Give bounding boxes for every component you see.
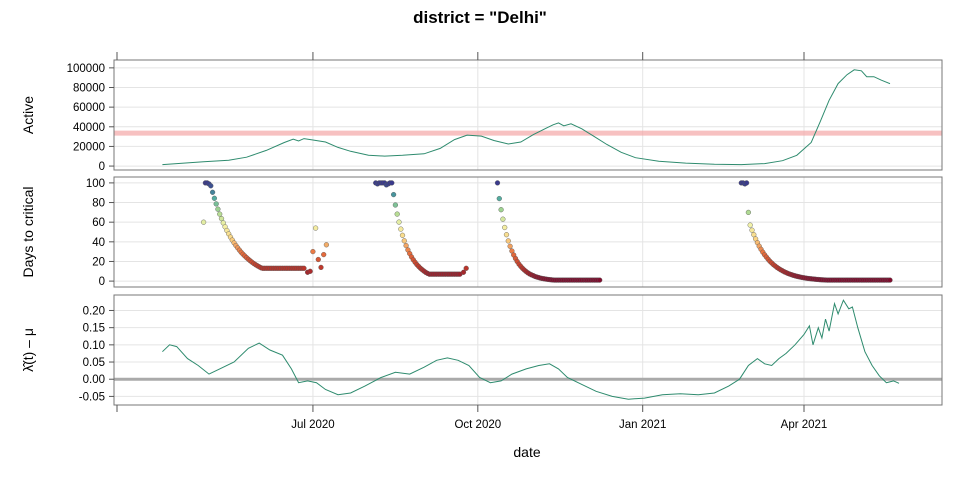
- y-axis-label-active: Active: [20, 96, 36, 134]
- data-point: [310, 249, 316, 255]
- y-tick-label: 0.20: [83, 305, 105, 317]
- panel-lambda: -0.05 0.00 0.05 0.10 0.15 0.20 Jul 2020 Oct 20…: [20, 294, 943, 431]
- data-point: [215, 206, 221, 212]
- grid: [114, 295, 942, 405]
- panel-frame: [113, 176, 943, 288]
- y-tick-label: 80000: [73, 83, 105, 95]
- grid: [114, 60, 942, 170]
- x-tick-label: Oct 2020: [454, 419, 501, 431]
- y-tick-label: 60: [92, 217, 105, 229]
- data-point: [494, 180, 501, 186]
- y-tick-label: 80: [92, 198, 105, 210]
- y-axis-label-lambda: λ̂(t) – μ: [20, 328, 36, 372]
- data-point: [747, 222, 753, 228]
- y-tick-label: 0.05: [83, 357, 105, 369]
- y-tick-label: -0.05: [79, 391, 105, 403]
- data-point: [210, 189, 216, 195]
- data-point: [323, 242, 330, 248]
- x-tick-label: Jul 2020: [291, 419, 334, 431]
- data-point: [500, 216, 506, 222]
- data-point: [503, 232, 510, 238]
- active-line: [162, 69, 891, 166]
- grid: [114, 177, 942, 287]
- x-axis-label: date: [513, 444, 540, 460]
- data-point: [217, 211, 223, 217]
- chart-title: district = "Delhi": [413, 8, 547, 27]
- y-tick-label: 60000: [73, 102, 105, 114]
- y-axis-label-days: Days to critical: [20, 186, 36, 277]
- y-axis: 0 20000 40000 60000 80000 100000: [67, 63, 114, 173]
- y-tick-label: 40000: [73, 122, 105, 134]
- y-tick-label: 100: [86, 178, 105, 190]
- x-tick-label: Apr 2021: [781, 419, 828, 431]
- data-point: [403, 243, 409, 249]
- data-point: [307, 268, 313, 274]
- lambda-line: [162, 299, 900, 400]
- data-point: [391, 192, 397, 198]
- days-points: [201, 180, 893, 283]
- data-point: [211, 195, 218, 201]
- y-tick-label: 20000: [73, 141, 105, 153]
- data-point: [208, 183, 214, 189]
- data-point: [321, 252, 327, 258]
- data-point: [313, 225, 319, 231]
- y-tick-label: 0: [99, 161, 105, 173]
- data-point: [315, 256, 321, 263]
- data-point: [505, 238, 511, 244]
- y-tick-label: 0: [99, 276, 105, 288]
- data-point: [392, 202, 399, 208]
- data-point: [496, 196, 502, 202]
- data-point: [399, 232, 406, 238]
- top-axis-ticks: [116, 52, 805, 60]
- panel-days-to-critical: 0 20 40 60 80 100 Days to critical: [20, 176, 943, 288]
- y-tick-label: 0.00: [83, 374, 105, 386]
- y-axis: 0 20 40 60 80 100: [86, 178, 114, 288]
- data-point: [213, 201, 219, 207]
- y-tick-label: 0.10: [83, 340, 105, 352]
- data-point: [749, 227, 755, 233]
- data-point: [887, 277, 893, 283]
- data-point: [507, 243, 513, 249]
- data-point: [597, 277, 603, 283]
- x-tick-label: Jan 2021: [619, 419, 666, 431]
- panel-active: 0 20000 40000 60000 80000 100000 Active: [20, 52, 943, 173]
- data-point: [502, 224, 508, 231]
- data-point: [743, 180, 750, 186]
- data-point: [394, 211, 400, 217]
- y-tick-label: 100000: [67, 63, 105, 75]
- data-point: [396, 219, 402, 225]
- data-point: [498, 207, 504, 213]
- data-point: [460, 269, 467, 275]
- data-point: [218, 216, 225, 222]
- data-point: [463, 265, 469, 271]
- data-point: [201, 219, 207, 225]
- y-tick-label: 40: [92, 237, 105, 249]
- data-point: [389, 180, 395, 186]
- y-tick-label: 0.15: [83, 323, 105, 335]
- data-point: [318, 264, 324, 271]
- panel-frame: [113, 294, 943, 406]
- data-point: [398, 226, 404, 232]
- data-point: [401, 238, 407, 244]
- data-point: [745, 209, 752, 216]
- data-point: [301, 265, 307, 271]
- x-axis: Jul 2020 Oct 2020 Jan 2021 Apr 2021: [116, 405, 828, 431]
- y-axis: -0.05 0.00 0.05 0.10 0.15 0.20: [79, 305, 114, 403]
- y-tick-label: 20: [92, 256, 105, 268]
- panel-frame: [113, 59, 943, 171]
